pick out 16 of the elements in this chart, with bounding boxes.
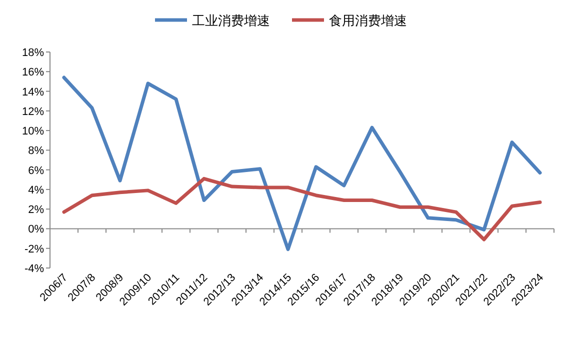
legend-label: 食用消费增速: [329, 13, 407, 28]
y-tick-label: -2%: [24, 243, 44, 256]
y-tick-label: 10%: [22, 126, 44, 138]
y-tick-label: 8%: [28, 145, 44, 158]
line-series: [62, 76, 542, 252]
y-tick-label: 6%: [28, 164, 44, 177]
y-tick-label: 16%: [22, 66, 44, 79]
y-tick-label: 4%: [28, 184, 44, 196]
y-tick-label: 0%: [28, 224, 44, 236]
y-tick-label: -4%: [24, 263, 44, 275]
y-tick-label: 2%: [28, 204, 44, 216]
line-series: [62, 176, 542, 242]
y-tick-label: 18%: [22, 47, 44, 59]
y-tick-label: 12%: [22, 106, 44, 118]
y-tick-label: 14%: [22, 86, 44, 98]
legend-label: 工业消费增速: [192, 13, 270, 28]
